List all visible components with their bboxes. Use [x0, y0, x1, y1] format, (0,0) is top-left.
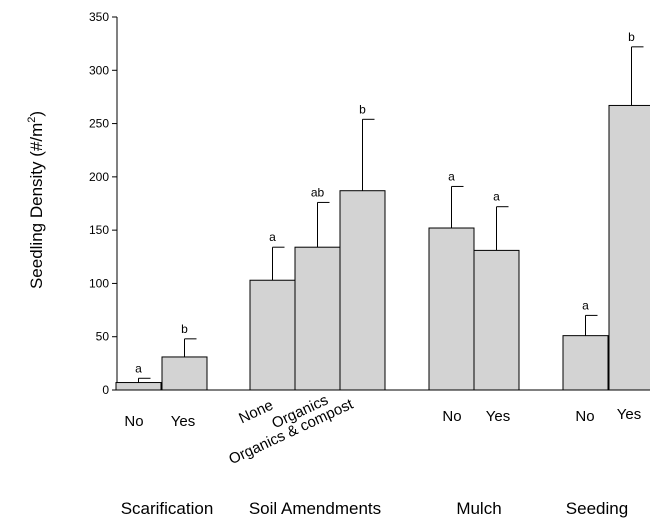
bar: [339, 190, 386, 391]
y-tick-label: 350: [89, 10, 109, 24]
y-axis-title-sup: 2: [26, 117, 38, 123]
bar: [115, 382, 162, 391]
category-label: None: [236, 397, 276, 428]
bar: [562, 335, 609, 391]
group-label: Mulch: [456, 499, 501, 518]
bar: [428, 227, 475, 391]
significance-label: b: [181, 322, 188, 336]
y-tick-label: 100: [89, 276, 109, 290]
group-label: Scarification: [121, 499, 214, 518]
y-axis-title-main: Seedling Density (#/m: [27, 123, 46, 289]
y-tick-label: 150: [89, 223, 109, 237]
category-label: Yes: [617, 406, 641, 423]
y-tick-label: 0: [102, 383, 109, 397]
axes: 0 50 100 150 200 250 300 350 Seedling Density (#…: [26, 10, 650, 397]
bar: [473, 249, 520, 391]
significance-label: a: [493, 190, 500, 204]
group-label: Seeding: [566, 499, 628, 518]
bar: [294, 246, 341, 391]
y-tick-label: 250: [89, 117, 109, 131]
y-axis-title-end: ): [27, 111, 46, 117]
category-label: No: [124, 413, 143, 430]
significance-label: b: [359, 102, 366, 116]
bar: [249, 279, 296, 391]
group-label: Soil Amendments: [249, 499, 381, 518]
bar: [161, 356, 208, 391]
y-tick-label: 50: [96, 330, 110, 344]
significance-label: a: [135, 361, 142, 375]
y-axis-title: Seedling Density (#/m2): [26, 111, 46, 289]
y-tick-label: 300: [89, 63, 109, 77]
category-label: Yes: [486, 408, 510, 425]
significance-label: a: [448, 169, 455, 183]
significance-label: a: [269, 230, 276, 244]
significance-label: b: [628, 30, 635, 44]
category-label: No: [442, 408, 461, 425]
y-tick-label: 200: [89, 170, 109, 184]
significance-label: ab: [311, 185, 325, 199]
category-label: Yes: [171, 413, 195, 430]
bars: [115, 46, 650, 391]
category-label: No: [575, 408, 594, 425]
bar: [608, 104, 650, 391]
significance-label: a: [582, 298, 589, 312]
